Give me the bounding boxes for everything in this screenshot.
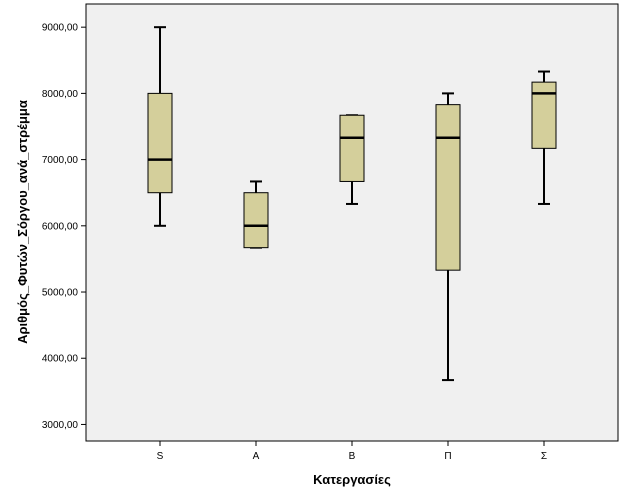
box-group — [243, 180, 269, 249]
x-axis-label: Κατεργασίες — [313, 472, 391, 487]
x-tick-label: Σ — [541, 451, 547, 462]
x-tick-label: S — [157, 451, 164, 462]
y-tick-label: 5000,00 — [42, 288, 79, 299]
x-tick-label: Π — [444, 451, 451, 462]
box-group — [147, 26, 173, 227]
box — [243, 192, 269, 249]
box-group — [339, 114, 365, 205]
y-tick-label: 8000,00 — [42, 89, 79, 100]
box — [147, 92, 173, 194]
x-tick-label: B — [349, 451, 356, 462]
y-tick-label: 3000,00 — [42, 420, 79, 431]
boxes — [147, 26, 557, 382]
y-tick-label: 4000,00 — [42, 354, 79, 365]
box — [435, 104, 461, 271]
plot-area — [85, 3, 619, 442]
y-tick-label: 7000,00 — [42, 155, 79, 166]
y-tick-label: 9000,00 — [42, 23, 79, 34]
box — [531, 81, 557, 149]
box — [339, 114, 365, 182]
y-tick-label: 6000,00 — [42, 221, 79, 232]
y-axis-label: Αριθμός_Φυτών_Σόργου_ανά_στρέμμα — [15, 100, 30, 344]
box-group — [435, 92, 461, 382]
x-tick-label: A — [253, 451, 260, 462]
box-group — [531, 70, 557, 205]
y-axis: 3000,00 4000,00 5000,00 6000,00 7000,00 8000,… — [42, 23, 86, 431]
